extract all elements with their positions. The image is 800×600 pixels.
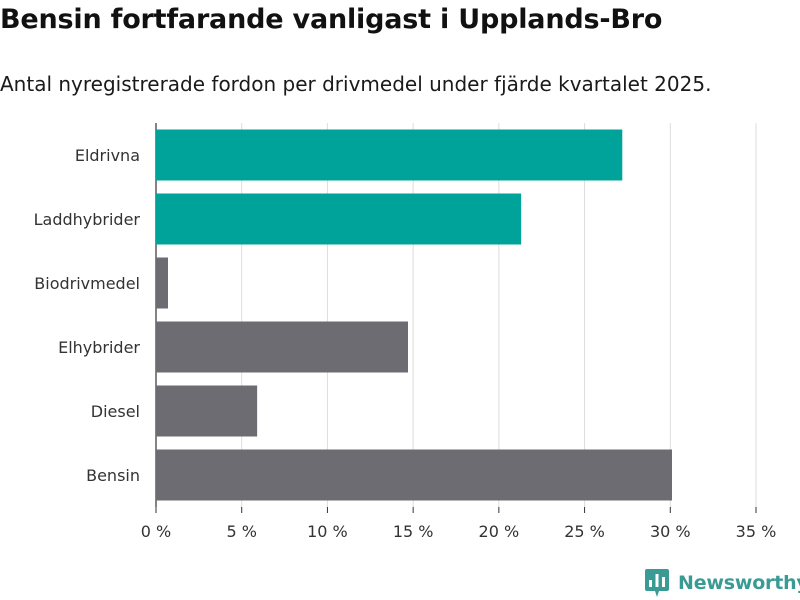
gridlines xyxy=(155,123,757,507)
x-tick-label: 10 % xyxy=(307,522,348,541)
x-tick-label: 30 % xyxy=(650,522,691,541)
x-tick-label: 5 % xyxy=(226,522,256,541)
category-label: Diesel xyxy=(91,402,140,421)
x-tick-label: 15 % xyxy=(393,522,434,541)
category-label: Bensin xyxy=(86,466,140,485)
newsworthy-logo: Newsworthy xyxy=(644,568,800,598)
x-tick-label: 35 % xyxy=(736,522,777,541)
chart-subtitle: Antal nyregistrerade fordon per drivmede… xyxy=(0,72,712,96)
bar-eldrivna xyxy=(156,129,623,181)
category-label: Eldrivna xyxy=(75,146,140,165)
bar-chart-icon xyxy=(645,569,669,597)
bar-biodrivmedel xyxy=(156,257,168,309)
bar-bensin xyxy=(156,449,672,501)
logo-text: Newsworthy xyxy=(678,572,800,594)
chart-title: Bensin fortfarande vanligast i Upplands-… xyxy=(0,4,663,35)
bar-laddhybrider xyxy=(156,193,522,245)
x-tick-label: 0 % xyxy=(141,522,171,541)
bars xyxy=(156,129,672,501)
category-label: Biodrivmedel xyxy=(34,274,140,293)
category-label: Laddhybrider xyxy=(34,210,141,229)
x-axis-ticks: 0 % 5 % 10 % 15 % 20 % 25 % 30 % 35 % xyxy=(141,507,777,541)
category-labels: Eldrivna Laddhybrider Biodrivmedel Elhybrid… xyxy=(34,146,141,485)
x-tick-label: 25 % xyxy=(564,522,605,541)
x-tick-label: 20 % xyxy=(479,522,520,541)
category-label: Elhybrider xyxy=(58,338,140,357)
bar-diesel xyxy=(156,385,258,437)
bar-elhybrider xyxy=(156,321,408,373)
